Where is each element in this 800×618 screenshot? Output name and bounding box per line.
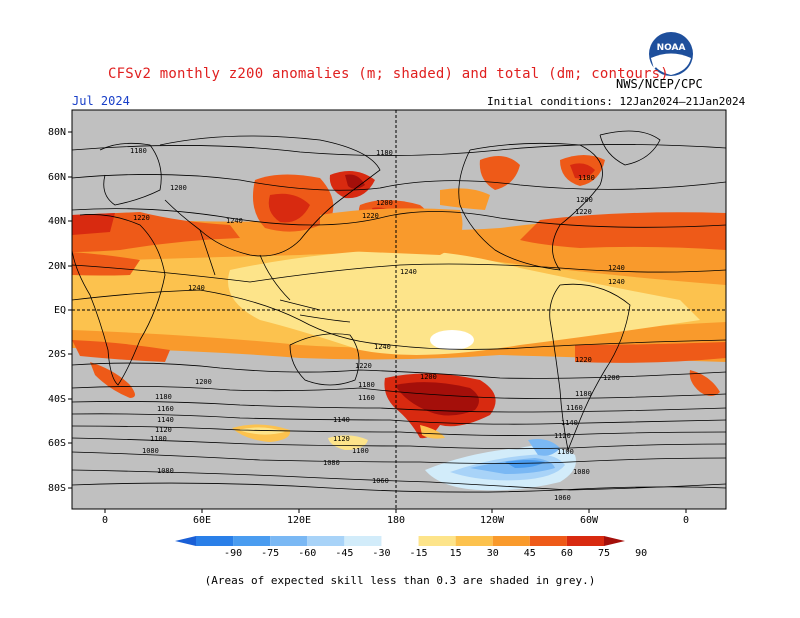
contour-label: 1080 [323,459,340,467]
colorbar-label: 60 [561,548,573,559]
lon-label: 60E [193,515,211,526]
colorbar-label: 30 [487,548,499,559]
anomaly-shading [72,155,726,491]
map-plot-area: 1180 1180 1180 1200 1200 1200 1220 1220 … [72,110,726,509]
lat-label: 60N [48,172,66,183]
lon-label: 120E [287,515,311,526]
colorbar-label: -30 [372,548,390,559]
contour-label: 1100 [150,435,167,443]
contour-label: 1140 [157,416,174,424]
lat-label: 60S [48,438,66,449]
lon-label: 0 [683,515,689,526]
chart-title: CFSv2 monthly z200 anomalies (m; shaded)… [108,66,669,82]
contour-label: 1180 [130,147,147,155]
contour-label: 1120 [333,435,350,443]
contour-label: 1220 [575,208,592,216]
colorbar-cell [418,536,456,546]
contour-label: 1180 [358,381,375,389]
forecast-month: Jul 2024 [72,94,130,108]
lon-label: 0 [102,515,108,526]
colorbar-cell [270,536,308,546]
contour-label: 1200 [420,373,437,381]
contour-label: 1220 [575,356,592,364]
colorbar-label: -75 [261,548,279,559]
contour-label: 1120 [554,432,571,440]
contour-label: 1180 [155,393,172,401]
contour-label: 1220 [355,362,372,370]
colorbar-cell [492,536,530,546]
lat-label: 80S [48,483,66,494]
agency-label: NWS/NCEP/CPC [616,77,703,91]
lon-axis: 0 60E 120E 180 120W 60W 0 [102,509,689,526]
colorbar-cell [344,536,382,546]
colorbar-cell [196,536,234,546]
contour-label: 1080 [573,468,590,476]
lat-label: 20N [48,261,66,272]
contour-label: 1180 [376,149,393,157]
contour-label: 1220 [362,212,379,220]
colorbar-label: 75 [598,548,610,559]
lat-label: 20S [48,349,66,360]
contour-label: 1240 [226,217,243,225]
contour-label: 1240 [608,264,625,272]
lon-label: 120W [480,515,505,526]
contour-label: 1160 [358,394,375,402]
colorbar-cell [381,536,419,546]
contour-label: 1220 [133,214,150,222]
colorbar-label: 90 [635,548,647,559]
lon-label: 180 [387,515,405,526]
contour-label: 1160 [566,404,583,412]
contour-label: 1080 [142,447,159,455]
noaa-logo-text: NOAA [657,43,686,53]
colorbar-label: 45 [524,548,536,559]
contour-label: 1180 [578,174,595,182]
contour-label: 1200 [170,184,187,192]
contour-label: 1240 [374,343,391,351]
contour-label: 1200 [376,199,393,207]
lon-label: 60W [580,515,599,526]
colorbar-label: -60 [298,548,316,559]
colorbar-label: 15 [450,548,462,559]
contour-label: 1100 [352,447,369,455]
initial-conditions: Initial conditions: 12Jan2024–21Jan2024 [487,95,746,108]
colorbar-label: -45 [335,548,353,559]
colorbar-label: -15 [410,548,428,559]
contour-label: 1140 [561,419,578,427]
contour-label: 1060 [554,494,571,502]
contour-label: 1180 [575,390,592,398]
colorbar-cell [307,536,345,546]
lat-label: 40S [48,394,66,405]
contour-label: 1200 [576,196,593,204]
contour-label: 1200 [195,378,212,386]
contour-label: 1080 [157,467,174,475]
colorbar-cell [233,536,271,546]
lat-label: EQ [54,305,66,316]
contour-label: 1240 [608,278,625,286]
colorbar: -90 -75 -60 -45 -30 -15 15 30 45 60 75 90 [175,536,647,559]
lat-label: 40N [48,216,66,227]
contour-label: 1240 [400,268,417,276]
colorbar-left-arrow [175,536,196,546]
lat-label: 80N [48,127,66,138]
contour-label: 1240 [188,284,205,292]
noaa-logo: NOAA [649,32,693,76]
contour-labels: 1180 1180 1180 1200 1200 1200 1220 1220 … [130,147,625,502]
colorbar-cell [529,536,567,546]
colorbar-label: -90 [224,548,242,559]
skill-note: (Areas of expected skill less than 0.3 a… [204,574,596,587]
height-contours [72,144,726,491]
colorbar-cell [455,536,493,546]
contour-label: 1100 [557,448,574,456]
colorbar-right-arrow [604,536,625,546]
contour-label: 1140 [333,416,350,424]
contour-label: 1200 [603,374,620,382]
contour-label: 1120 [155,426,172,434]
lat-axis: 80N 60N 40N 20N EQ 20S 40S 60S 80S [48,127,72,494]
contour-label: 1060 [372,477,389,485]
contour-label: 1160 [157,405,174,413]
colorbar-cell [566,536,604,546]
